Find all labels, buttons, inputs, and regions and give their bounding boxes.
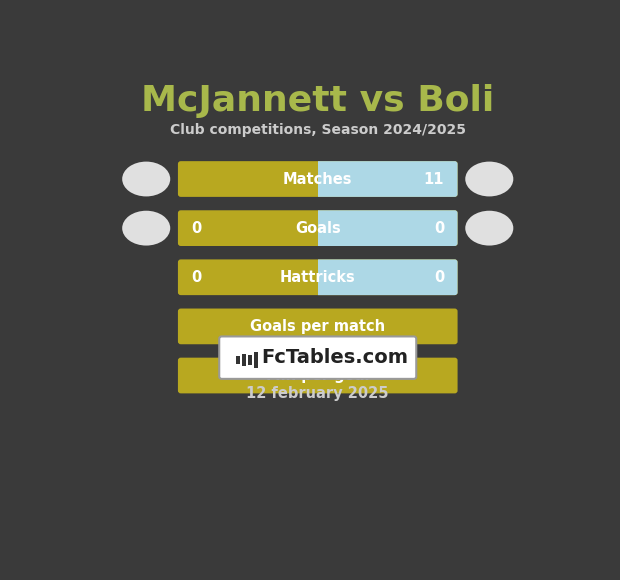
FancyBboxPatch shape bbox=[178, 211, 458, 246]
Bar bbox=[248, 355, 252, 365]
FancyBboxPatch shape bbox=[178, 259, 458, 295]
Ellipse shape bbox=[122, 211, 170, 245]
Text: 0: 0 bbox=[192, 220, 202, 235]
FancyBboxPatch shape bbox=[219, 336, 416, 379]
Text: 11: 11 bbox=[423, 172, 444, 187]
FancyBboxPatch shape bbox=[178, 309, 458, 345]
Bar bbox=[242, 354, 246, 366]
Text: 0: 0 bbox=[434, 220, 444, 235]
Text: Club competitions, Season 2024/2025: Club competitions, Season 2024/2025 bbox=[170, 123, 466, 137]
FancyBboxPatch shape bbox=[178, 211, 458, 246]
Text: Goals: Goals bbox=[295, 220, 340, 235]
Bar bbox=[254, 352, 258, 368]
FancyBboxPatch shape bbox=[178, 358, 458, 393]
FancyBboxPatch shape bbox=[178, 161, 458, 197]
Text: Hattricks: Hattricks bbox=[280, 270, 356, 285]
Text: Matches: Matches bbox=[283, 172, 353, 187]
Text: Goals per match: Goals per match bbox=[250, 319, 385, 334]
Text: McJannett vs Boli: McJannett vs Boli bbox=[141, 84, 494, 118]
Ellipse shape bbox=[122, 162, 170, 197]
Ellipse shape bbox=[465, 162, 513, 197]
Ellipse shape bbox=[465, 211, 513, 245]
Text: FcTables.com: FcTables.com bbox=[261, 348, 408, 367]
Text: 0: 0 bbox=[192, 270, 202, 285]
Text: 0: 0 bbox=[434, 270, 444, 285]
FancyBboxPatch shape bbox=[178, 161, 458, 197]
Text: Min per goal: Min per goal bbox=[266, 368, 370, 383]
Bar bbox=[236, 356, 240, 364]
FancyBboxPatch shape bbox=[178, 259, 458, 295]
Text: 12 february 2025: 12 february 2025 bbox=[247, 386, 389, 401]
